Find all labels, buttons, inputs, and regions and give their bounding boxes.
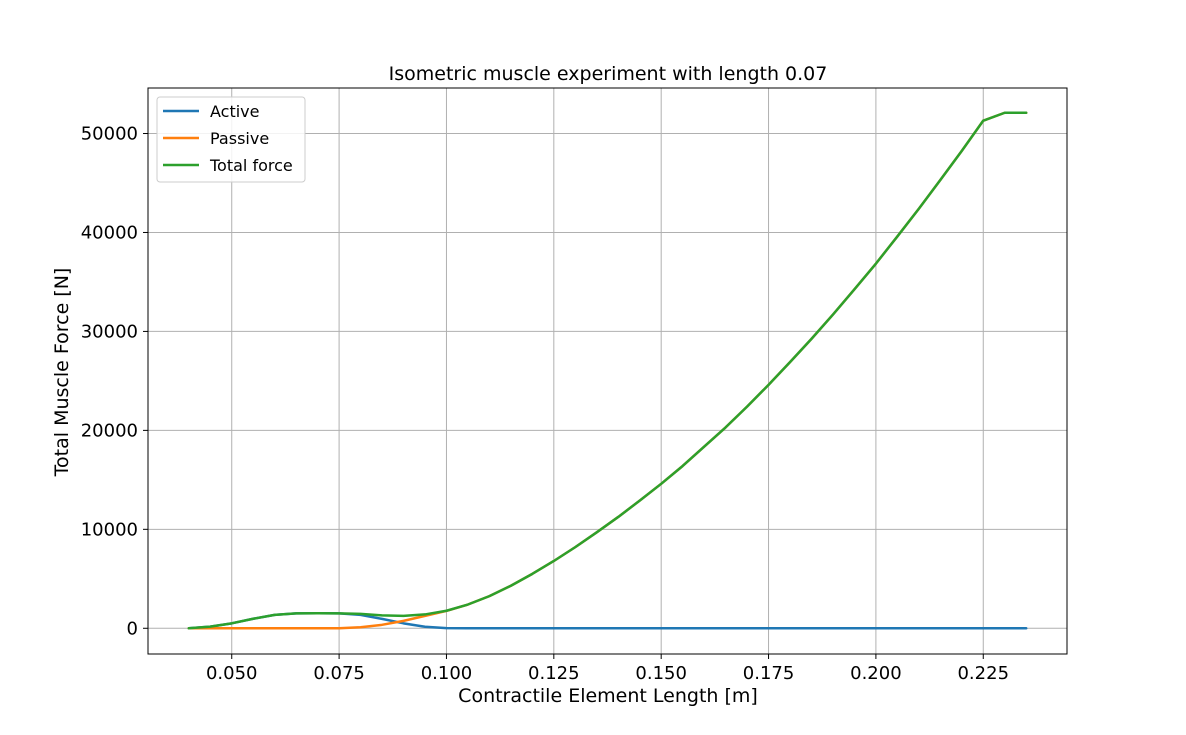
x-tick-label: 0.200 — [850, 663, 902, 684]
x-tick-label: 0.225 — [957, 663, 1009, 684]
series-line-total-force — [187, 111, 1028, 630]
legend-label: Passive — [210, 129, 269, 148]
grid — [148, 88, 1067, 654]
y-tick-label: 30000 — [81, 321, 138, 342]
series-line-active — [187, 611, 1028, 630]
series-line-passive — [187, 111, 1028, 630]
legend-label: Active — [210, 102, 260, 121]
y-tick-label: 10000 — [81, 519, 138, 540]
legend: Active Passive Total force — [156, 96, 306, 183]
chart-title: Isometric muscle experiment with length … — [389, 63, 828, 85]
x-tick-label: 0.125 — [528, 663, 580, 684]
legend-label: Total force — [209, 156, 293, 175]
y-tick-label: 50000 — [81, 124, 138, 145]
x-tick-label: 0.050 — [206, 663, 258, 684]
x-tick-label: 0.175 — [743, 663, 795, 684]
plot-frame — [147, 87, 1068, 655]
legend-box — [156, 96, 306, 183]
tick-labels: 0.050 0.075 0.100 0.125 0.150 0.175 0.200 0.225… — [81, 124, 1009, 684]
x-tick-label: 0.075 — [313, 663, 365, 684]
x-tick-label: 0.150 — [635, 663, 687, 684]
y-axis-label: Total Muscle Force [N] — [51, 268, 73, 478]
y-tick-label: 0 — [127, 618, 138, 639]
series-lines — [187, 111, 1028, 630]
x-tick-label: 0.100 — [421, 663, 473, 684]
axes — [143, 87, 1068, 659]
y-tick-label: 20000 — [81, 420, 138, 441]
y-tick-label: 40000 — [81, 222, 138, 243]
x-axis-label: Contractile Element Length [m] — [458, 685, 758, 707]
